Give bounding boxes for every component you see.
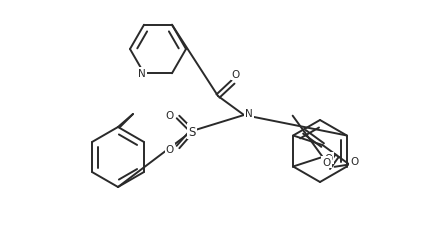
Text: O: O [166,110,174,120]
Text: O: O [324,153,332,163]
Text: O: O [350,157,358,167]
Text: N: N [244,108,252,119]
Text: S: S [188,125,195,138]
Text: O: O [321,157,330,167]
Text: O: O [166,144,174,154]
Text: N: N [138,69,145,79]
Text: O: O [231,70,240,80]
